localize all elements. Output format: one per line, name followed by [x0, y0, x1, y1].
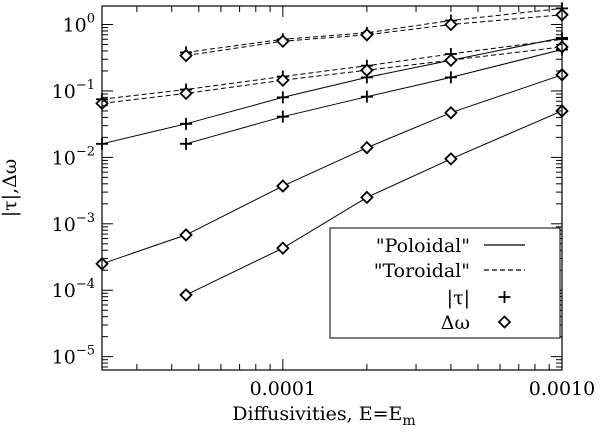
data-point-diamond — [444, 105, 458, 120]
data-point-diamond — [276, 73, 290, 88]
data-point-diamond — [179, 228, 193, 242]
y-tick-label: 10−4 — [52, 277, 95, 302]
legend-label: |τ| — [447, 287, 470, 309]
series-line-6 — [101, 46, 563, 104]
legend-label: Δω — [441, 312, 470, 334]
data-point-plus — [444, 71, 457, 84]
x-tick-label: 0.0001 — [250, 378, 316, 400]
x-tick-label: 0.0010 — [529, 378, 595, 400]
legend-label: "Poloidal" — [376, 235, 470, 257]
y-tick-label: 10−3 — [52, 211, 95, 236]
data-point-plus — [180, 137, 193, 150]
y-tick-label: 10−5 — [52, 344, 95, 369]
data-point-plus — [276, 110, 289, 123]
data-point-diamond — [179, 48, 193, 63]
series-line-3 — [101, 74, 563, 265]
y-tick-label: 10−2 — [52, 144, 95, 169]
legend: "Poloidal" "Toroidal" |τ| Δω — [329, 227, 561, 339]
tick-labels-group: 0.0001 0.0010 10−5 10−4 10−3 10−2 10−1 100 — [52, 12, 596, 400]
y-axis-title: |τ|,Δω — [0, 159, 21, 218]
y-tick-label: 10−1 — [52, 78, 95, 103]
data-point-plus — [180, 117, 193, 130]
legend-label: "Toroidal" — [374, 260, 470, 282]
legend-diamond-marker — [497, 315, 512, 329]
data-point-diamond — [444, 17, 458, 32]
series-group — [101, 7, 563, 296]
data-point-diamond — [444, 53, 458, 68]
series-line-5 — [101, 38, 563, 100]
series-line-8 — [185, 14, 563, 57]
data-point-diamond — [179, 86, 193, 101]
data-point-plus — [276, 91, 289, 104]
plot-frame — [101, 5, 563, 371]
axis-titles-group: Diffusivities, E=Em |τ|,Δω — [0, 159, 416, 429]
series-line-7 — [185, 7, 563, 53]
data-point-plus — [360, 90, 373, 103]
data-point-diamond — [276, 241, 290, 255]
ticks-group — [102, 6, 563, 370]
series-line-1 — [101, 37, 563, 145]
data-point-diamond — [360, 140, 374, 155]
data-point-diamond — [360, 28, 374, 42]
data-point-diamond — [360, 63, 374, 78]
legend-box — [329, 227, 561, 339]
data-point-diamond — [276, 179, 290, 193]
y-tick-label: 100 — [63, 12, 95, 37]
data-point-diamond — [444, 152, 458, 166]
x-axis-title: Diffusivities, E=Em — [232, 403, 415, 429]
series-line-2 — [185, 49, 563, 145]
data-point-diamond — [276, 34, 290, 49]
legend-plus-marker — [498, 291, 511, 303]
data-point-diamond — [360, 190, 374, 205]
data-point-diamond — [179, 288, 193, 302]
